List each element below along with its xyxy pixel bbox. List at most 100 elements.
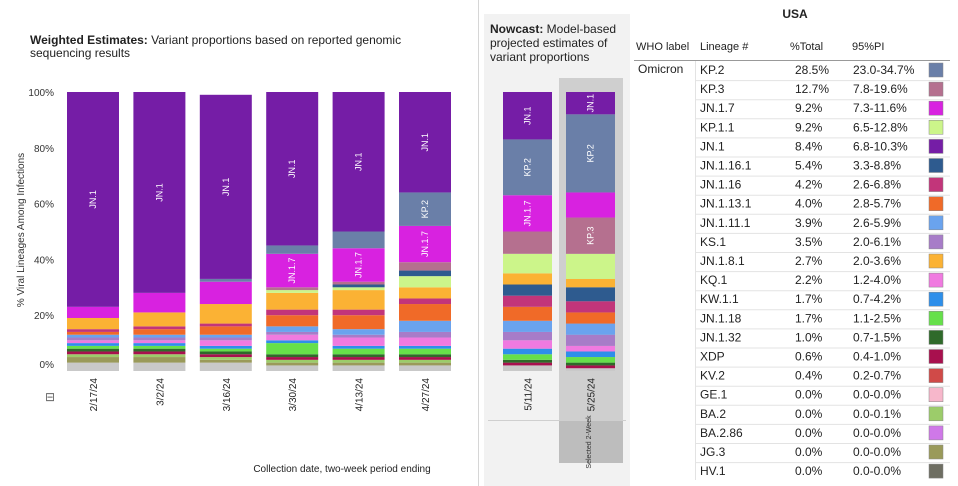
bar-segment-kw-1-1-2-17-24[interactable] <box>67 343 119 346</box>
bar-segment-ba-2-3-2-24[interactable] <box>133 354 186 358</box>
bar-segment-jn-1-7-5-25-24[interactable] <box>566 192 615 218</box>
bar-segment-jn-1-16-4-13-24[interactable] <box>332 309 385 316</box>
bar-segment-jn-1-8-1-4-13-24[interactable] <box>332 290 385 310</box>
table-row-jn-1-16-1[interactable]: JN.1.16.1 5.4% 3.3-8.8% <box>696 156 950 173</box>
bar-segment-jg-3-4-13-24[interactable] <box>332 362 385 366</box>
bar-segment-jn-1-13-1-3-30-24[interactable] <box>266 315 319 327</box>
bar-segment-jn-1-7-5-11-24[interactable] <box>503 195 552 232</box>
bar-segment-jn-1-18-4-13-24[interactable] <box>332 348 385 355</box>
bar-segment-jn-1-16-4-27-24[interactable] <box>399 298 451 305</box>
bar-segment-jn-1-13-1-5-11-24[interactable] <box>503 306 552 321</box>
bar-segment-kp-2-3-16-24[interactable] <box>199 278 252 282</box>
bar-segment-kp-2-3-30-24[interactable] <box>266 245 319 254</box>
bar-segment-jn-1-8-1-5-25-24[interactable] <box>566 278 615 288</box>
bar-segment-ks-1-3-2-24[interactable] <box>133 337 186 341</box>
bar-segment-jn-1-11-1-3-2-24[interactable] <box>133 334 186 338</box>
bar-segment-jn-1-16-3-2-24[interactable] <box>133 326 186 330</box>
bar-segment-jn-1-11-1-2-17-24[interactable] <box>67 334 119 338</box>
bar-segment-jn-1-32-3-2-24[interactable] <box>133 348 186 352</box>
bar-segment-jn-1-7-2-17-24[interactable] <box>67 306 119 318</box>
bar-segment-jn-1-3-16-24[interactable] <box>199 94 252 279</box>
bar-segment-ks-1-4-13-24[interactable] <box>332 334 385 338</box>
bar-segment-ks-1-3-30-24[interactable] <box>266 331 319 335</box>
table-row-kv-2[interactable]: KV.2 0.4% 0.2-0.7% <box>696 366 950 383</box>
table-row-ba-2[interactable]: BA.2 0.0% 0.0-0.1% <box>696 404 950 422</box>
bar-segment-jn-1-32-5-11-24[interactable] <box>503 359 552 363</box>
bar-segment-xdp-3-16-24[interactable] <box>199 354 252 358</box>
bar-segment-jn-1-8-1-2-17-24[interactable] <box>67 317 119 330</box>
bar-segment-jn-1-5-11-24[interactable] <box>503 92 552 140</box>
bar-segment-jn-1-11-1-3-16-24[interactable] <box>199 334 252 338</box>
bar-segment-jg-3-2-17-24[interactable] <box>67 357 119 363</box>
bar-segment-jn-1-8-1-5-11-24[interactable] <box>503 273 552 285</box>
table-row-kw-1-1[interactable]: KW.1.1 1.7% 0.7-4.2% <box>696 290 950 307</box>
bar-segment-jn-1-11-1-5-11-24[interactable] <box>503 320 552 332</box>
bar-segment-kq-1-4-13-24[interactable] <box>332 337 385 346</box>
bar-segment-jn-1-3-30-24[interactable] <box>266 92 319 246</box>
bar-segment-jn-1-8-1-3-30-24[interactable] <box>266 292 319 310</box>
bar-segment-jn-1-18-4-27-24[interactable] <box>399 348 451 355</box>
bar-segment-jn-1-13-1-4-27-24[interactable] <box>399 304 451 321</box>
table-row-kp-2[interactable]: KP.2 28.5% 23.0-34.7% <box>700 62 944 78</box>
selected-week-button[interactable] <box>559 421 623 463</box>
bar-segment-jn-1-7-3-16-24[interactable] <box>199 281 252 305</box>
bar-segment-kq-1-3-30-24[interactable] <box>266 334 319 341</box>
bar-segment-other-2-17-24[interactable] <box>67 362 119 371</box>
bar-segment-ba-2-3-16-24[interactable] <box>199 357 252 360</box>
bar-segment-other-5-25-24[interactable] <box>566 368 615 371</box>
bar-segment-jn-1-16-3-16-24[interactable] <box>199 323 252 327</box>
bar-segment-other-3-30-24[interactable] <box>266 365 319 371</box>
bar-segment-ks-1-2-17-24[interactable] <box>67 337 119 341</box>
bar-segment-jn-1-13-1-3-16-24[interactable] <box>199 326 252 335</box>
bar-segment-kp-3-5-11-24[interactable] <box>503 231 552 254</box>
bar-segment-ks-1-4-27-24[interactable] <box>399 331 451 338</box>
bar-segment-jn-1-18-5-25-24[interactable] <box>566 357 615 363</box>
bar-segment-jn-1-18-3-30-24[interactable] <box>266 343 319 355</box>
bar-segment-other-4-13-24[interactable] <box>332 365 385 371</box>
bar-segment-kw-1-1-5-25-24[interactable] <box>566 351 615 358</box>
table-row-ks-1[interactable]: KS.1 3.5% 2.0-6.1% <box>696 232 950 250</box>
bar-segment-kw-1-1-3-16-24[interactable] <box>199 345 252 349</box>
bar-segment-kp-1-1-4-13-24[interactable] <box>332 287 385 291</box>
bar-segment-jn-1-13-1-2-17-24[interactable] <box>67 331 119 335</box>
bar-segment-kp-3-3-30-24[interactable] <box>266 287 319 291</box>
table-row-ba-2-86[interactable]: BA.2.86 0.0% 0.0-0.0% <box>696 423 950 441</box>
table-row-jn-1[interactable]: JN.1 8.4% 6.8-10.3% <box>696 137 950 154</box>
bar-segment-jn-1-11-1-5-25-24[interactable] <box>566 323 615 335</box>
bar-segment-jn-1-7-4-13-24[interactable] <box>332 248 385 282</box>
bar-segment-kw-1-1-5-11-24[interactable] <box>503 348 552 355</box>
bar-segment-jn-1-13-1-4-13-24[interactable] <box>332 315 385 330</box>
bar-segment-xdp-2-17-24[interactable] <box>67 351 119 355</box>
bar-segment-jn-1-7-4-27-24[interactable] <box>399 225 451 263</box>
table-row-jn-1-32[interactable]: JN.1.32 1.0% 0.7-1.5% <box>696 328 950 345</box>
table-row-jn-1-16[interactable]: JN.1.16 4.2% 2.6-6.8% <box>696 175 950 192</box>
bar-segment-jg-3-3-16-24[interactable] <box>199 359 252 363</box>
bar-segment-jn-1-4-27-24[interactable] <box>399 92 451 193</box>
bar-segment-kp-3-5-25-24[interactable] <box>566 217 615 254</box>
bar-segment-xdp-4-13-24[interactable] <box>332 357 385 360</box>
bar-segment-kq-1-5-11-24[interactable] <box>503 340 552 349</box>
bar-segment-other-3-2-24[interactable] <box>133 362 186 371</box>
bar-segment-jn-1-18-5-11-24[interactable] <box>503 354 552 360</box>
bar-segment-jn-1-11-1-4-27-24[interactable] <box>399 320 451 332</box>
bar-segment-kq-1-5-25-24[interactable] <box>566 345 615 352</box>
bar-segment-jn-1-8-1-3-2-24[interactable] <box>133 312 186 327</box>
bar-segment-kp-3-4-13-24[interactable] <box>332 281 385 285</box>
bar-segment-ba-2-4-27-24[interactable] <box>399 359 451 363</box>
table-row-hv-1[interactable]: HV.1 0.0% 0.0-0.0% <box>696 462 950 479</box>
table-row-kp-3[interactable]: KP.3 12.7% 7.8-19.6% <box>696 80 950 97</box>
bar-segment-ks-1-5-11-24[interactable] <box>503 331 552 341</box>
bar-segment-jn-1-4-13-24[interactable] <box>332 92 385 232</box>
bar-segment-jn-1-7-3-2-24[interactable] <box>133 292 186 313</box>
bar-segment-kw-1-1-3-2-24[interactable] <box>133 343 186 346</box>
bar-segment-jn-1-18-3-16-24[interactable] <box>199 348 252 352</box>
table-row-jg-3[interactable]: JG.3 0.0% 0.0-0.0% <box>696 443 950 460</box>
table-row-jn-1-13-1[interactable]: JN.1.13.1 4.0% 2.8-5.7% <box>696 194 950 211</box>
bar-segment-kp-2-5-11-24[interactable] <box>503 139 552 196</box>
bar-segment-jn-1-16-5-11-24[interactable] <box>503 295 552 307</box>
bar-segment-ba-2-2-17-24[interactable] <box>67 354 119 358</box>
bar-segment-jn-1-8-1-4-27-24[interactable] <box>399 287 451 299</box>
bar-segment-xdp-5-25-24[interactable] <box>566 365 615 369</box>
bar-segment-ba-2-3-30-24[interactable] <box>266 359 319 363</box>
bar-segment-jn-1-2-17-24[interactable] <box>67 92 119 307</box>
